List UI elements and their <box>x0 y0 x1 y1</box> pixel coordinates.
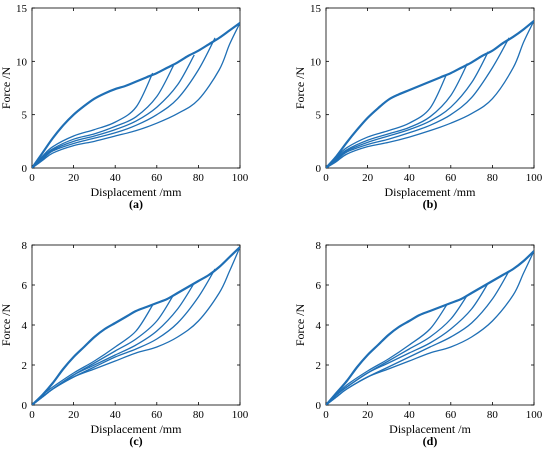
x-tick-label: 60 <box>445 409 457 421</box>
chart-panel-3: 0 20 40 60 80 100 0 2 4 6 8 Displacement /mm Force /… <box>0 240 249 448</box>
x-tick-label: 100 <box>232 409 249 421</box>
y-tick-label: 0 <box>316 400 322 412</box>
x-tick-label: 20 <box>362 409 374 421</box>
y-tick-label: 0 <box>22 400 28 412</box>
unloading-curve-3 <box>326 51 489 168</box>
x-axis-label: Displacement /mm <box>91 422 183 436</box>
x-tick-label: 0 <box>29 172 35 184</box>
unloading-curve-5 <box>326 20 534 168</box>
unloading-curve-3 <box>326 282 489 405</box>
unloading-curve-5 <box>32 246 240 405</box>
x-tick-label: 80 <box>487 409 499 421</box>
x-tick-label: 40 <box>110 409 122 421</box>
y-tick-label: 4 <box>22 320 28 332</box>
plot-area-frame <box>31 7 241 169</box>
x-tick-label: 60 <box>445 172 457 184</box>
x-axis-label: Displacement /mm <box>385 185 477 199</box>
y-tick-label: 2 <box>22 360 28 372</box>
panel-label: (c) <box>129 434 142 448</box>
chart-panel-4: 0 20 40 60 80 100 0 2 4 6 8 Displacement /m Force /N… <box>293 240 543 448</box>
x-tick-label: 20 <box>68 172 80 184</box>
y-tick-label: 8 <box>316 240 322 252</box>
plot-area-frame <box>325 244 535 406</box>
chart-panel-2: 0 20 40 60 80 100 0 5 10 15 Displacement /mm Force … <box>293 3 543 211</box>
x-tick-label: 80 <box>487 172 499 184</box>
loading-curve <box>32 22 240 168</box>
unloading-curve-1 <box>326 304 448 405</box>
y-tick-label: 4 <box>316 320 322 332</box>
unloading-curve-5 <box>326 250 534 405</box>
y-tick-label: 10 <box>310 56 322 68</box>
panel-label: (b) <box>423 197 438 211</box>
unloading-curve-4 <box>326 37 510 168</box>
y-tick-label: 0 <box>22 163 28 175</box>
plot-area-frame <box>325 7 535 169</box>
x-tick-label: 60 <box>151 172 163 184</box>
y-tick-label: 15 <box>310 3 322 15</box>
x-tick-label: 60 <box>151 409 163 421</box>
y-axis-label: Force /N <box>293 67 307 110</box>
y-axis-label: Force /N <box>0 67 13 110</box>
y-tick-label: 5 <box>22 110 28 122</box>
loading-curve <box>32 246 240 405</box>
y-tick-label: 8 <box>22 240 28 252</box>
y-tick-label: 6 <box>316 280 322 292</box>
y-tick-label: 15 <box>16 3 28 15</box>
y-axis-label: Force /N <box>293 304 307 347</box>
x-tick-label: 20 <box>362 172 374 184</box>
unloading-curve-4 <box>32 37 216 168</box>
x-axis-label: Displacement /m <box>389 422 471 436</box>
x-tick-label: 100 <box>526 409 543 421</box>
x-axis-label: Displacement /mm <box>91 185 183 199</box>
y-tick-label: 0 <box>316 163 322 175</box>
x-tick-label: 40 <box>110 172 122 184</box>
unloading-curve-3 <box>32 54 195 168</box>
unloading-curve-2 <box>32 65 175 168</box>
x-tick-label: 0 <box>323 409 329 421</box>
chart-panel-1: 0 20 40 60 80 100 0 5 10 15 Displacement /mm Force … <box>0 3 249 211</box>
unloading-curve-2 <box>326 63 469 168</box>
x-tick-label: 100 <box>232 172 249 184</box>
x-tick-label: 80 <box>193 409 205 421</box>
panel-label: (a) <box>129 197 143 211</box>
unloading-curve-1 <box>32 72 154 168</box>
x-tick-label: 40 <box>404 172 416 184</box>
x-tick-label: 100 <box>526 172 543 184</box>
loading-curve <box>326 250 534 405</box>
x-tick-label: 0 <box>323 172 329 184</box>
y-axis-label: Force /N <box>0 304 13 347</box>
x-tick-label: 40 <box>404 409 416 421</box>
panel-label: (d) <box>423 434 438 448</box>
y-tick-label: 10 <box>16 56 28 68</box>
x-tick-label: 0 <box>29 409 35 421</box>
y-tick-label: 6 <box>22 280 28 292</box>
loading-curve <box>326 19 534 168</box>
x-tick-label: 80 <box>193 172 205 184</box>
y-tick-label: 5 <box>316 110 322 122</box>
x-tick-label: 20 <box>68 409 80 421</box>
unloading-curve-5 <box>32 22 240 168</box>
y-tick-label: 2 <box>316 360 322 372</box>
unloading-curve-1 <box>32 304 154 405</box>
